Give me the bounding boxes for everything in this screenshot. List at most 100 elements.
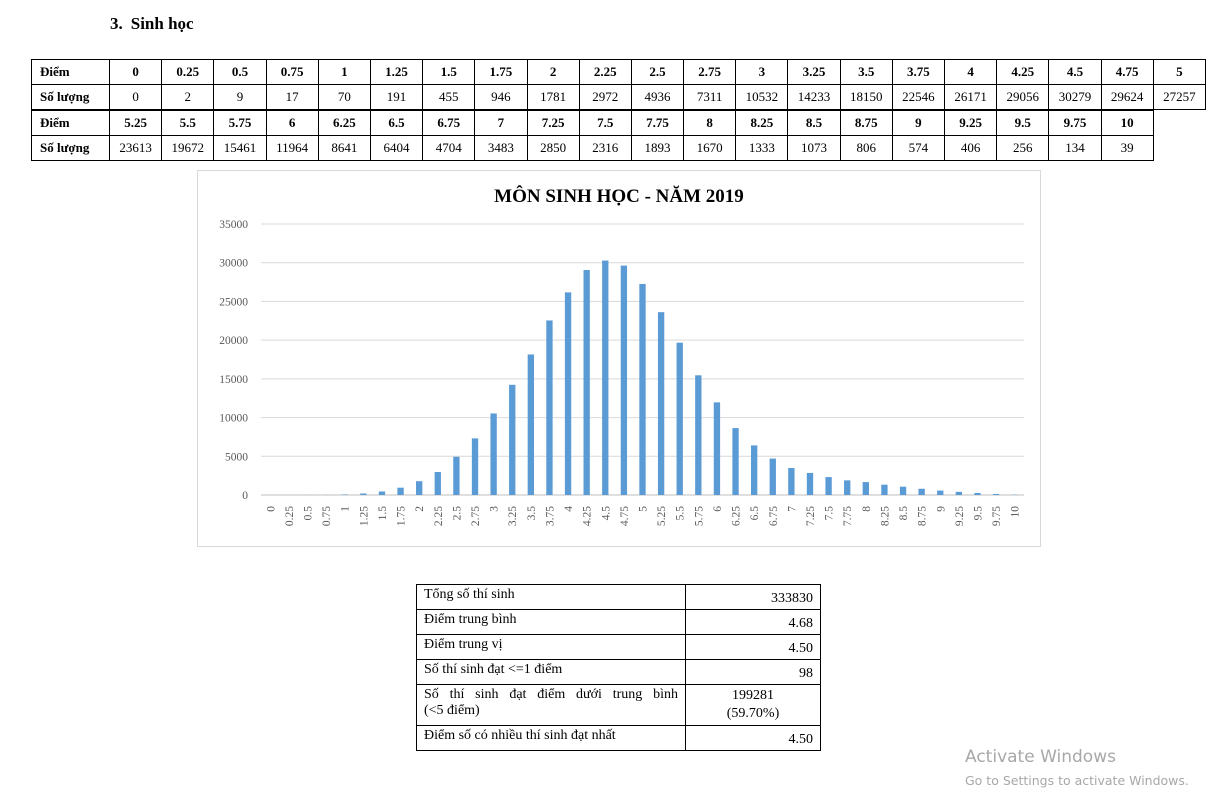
watermark-line1: Activate Windows	[965, 747, 1189, 767]
x-tick-label: 2.25	[433, 506, 445, 526]
score-cell: 5.75	[214, 111, 266, 136]
chart-bar	[435, 472, 441, 495]
score-cell: 1.5	[423, 60, 475, 85]
score-cell: 6.75	[423, 111, 475, 136]
x-tick-label: 1.75	[396, 506, 408, 526]
score-cell: 4.75	[1101, 60, 1153, 85]
score-cell: 5.5	[162, 111, 214, 136]
count-cell: 29056	[997, 85, 1049, 110]
count-cell: 1893	[631, 136, 683, 161]
chart-bar	[807, 473, 813, 495]
score-cell: 7.25	[527, 111, 579, 136]
count-cell: 23613	[110, 136, 162, 161]
chart-bar	[546, 320, 552, 495]
count-cell: 70	[318, 85, 370, 110]
chart-bar	[360, 494, 366, 495]
below-average-count: 199281	[693, 687, 813, 705]
score-cell: 7.75	[631, 111, 683, 136]
chart-bar	[974, 493, 980, 495]
x-tick-label: 0.75	[321, 506, 333, 526]
y-tick-label: 10000	[219, 413, 248, 425]
score-cell: 3.5	[840, 60, 892, 85]
x-tick-label: 4.5	[600, 506, 612, 521]
count-cell: 4936	[631, 85, 683, 110]
below-average-label-line1: Số thí sinh đạt điểm dưới trung bình	[424, 687, 678, 703]
chart-bar	[397, 488, 403, 495]
x-tick-label: 8	[861, 506, 873, 512]
score-cell: 1.25	[370, 60, 422, 85]
score-cell: 9.5	[997, 111, 1049, 136]
count-cell: 0	[110, 85, 162, 110]
x-tick-label: 4.75	[619, 506, 631, 526]
x-tick-label: 6	[712, 506, 724, 512]
x-tick-label: 9.5	[972, 506, 984, 521]
y-tick-label: 0	[242, 490, 248, 502]
score-cell: 4.25	[997, 60, 1049, 85]
score-cell: 1.75	[475, 60, 527, 85]
score-cell: 4	[945, 60, 997, 85]
count-cell: 10532	[736, 85, 788, 110]
x-tick-label: 0.5	[303, 506, 315, 521]
chart-bar	[695, 375, 701, 495]
score-cell: 9.75	[1049, 111, 1101, 136]
chart-bar	[732, 428, 738, 495]
chart-bar	[565, 292, 571, 495]
chart-bar	[639, 284, 645, 495]
score-cell: 5.25	[110, 111, 162, 136]
x-tick-label: 7.25	[805, 506, 817, 526]
count-cell: 134	[1049, 136, 1101, 161]
median-score-label: Điểm trung vị	[417, 635, 686, 660]
x-tick-label: 2.5	[451, 506, 463, 521]
stats-row-total: Tổng số thí sinh 333830	[417, 585, 821, 610]
score-cell: 6.25	[318, 111, 370, 136]
x-tick-label: 0.25	[284, 506, 296, 526]
count-cell: 2850	[527, 136, 579, 161]
x-tick-label: 2.75	[470, 506, 482, 526]
count-cell: 2316	[579, 136, 631, 161]
count-cell: 7311	[684, 85, 736, 110]
count-cell: 256	[997, 136, 1049, 161]
total-candidates-value: 333830	[686, 585, 821, 610]
score-cell: 3	[736, 60, 788, 85]
chart-bar	[528, 354, 534, 495]
x-tick-label: 4	[563, 506, 575, 512]
count-cell: 26171	[945, 85, 997, 110]
chart-bar	[658, 312, 664, 495]
y-tick-label: 25000	[219, 296, 248, 308]
count-cell: 9	[214, 85, 266, 110]
chart-bar	[770, 459, 776, 495]
x-tick-label: 10	[1010, 506, 1022, 518]
score-cell: 9	[892, 111, 944, 136]
score-cell: 8.25	[736, 111, 788, 136]
x-tick-label: 8.75	[917, 506, 929, 526]
score-cell: 10	[1101, 111, 1153, 136]
score-cell: 0.25	[162, 60, 214, 85]
score-cell: 9.25	[945, 111, 997, 136]
total-candidates-label: Tổng số thí sinh	[417, 585, 686, 610]
count-cell: 2972	[579, 85, 631, 110]
x-tick-label: 8.5	[898, 506, 910, 521]
count-cell: 18150	[840, 85, 892, 110]
x-tick-label: 5.25	[656, 506, 668, 526]
count-cell: 191	[370, 85, 422, 110]
x-tick-label: 9	[935, 506, 947, 512]
chart-bars	[286, 261, 1018, 495]
le1-count-label: Số thí sinh đạt <=1 điểm	[417, 660, 686, 685]
x-tick-label: 7.75	[842, 506, 854, 526]
x-tick-label: 6.5	[749, 506, 761, 521]
chart-bar	[956, 492, 962, 495]
stats-row-below-average: Số thí sinh đạt điểm dưới trung bình (<5…	[417, 685, 821, 726]
chart-bar	[472, 438, 478, 495]
y-tick-label: 20000	[219, 335, 248, 347]
score-cell: 8.5	[788, 111, 840, 136]
below-average-label-line2: (<5 điểm)	[424, 703, 480, 718]
x-tick-label: 9.75	[991, 506, 1003, 526]
stats-row-mean: Điểm trung bình 4.68	[417, 610, 821, 635]
count-cell: 1073	[788, 136, 840, 161]
chart-bar	[602, 261, 608, 495]
count-cell: 455	[423, 85, 475, 110]
